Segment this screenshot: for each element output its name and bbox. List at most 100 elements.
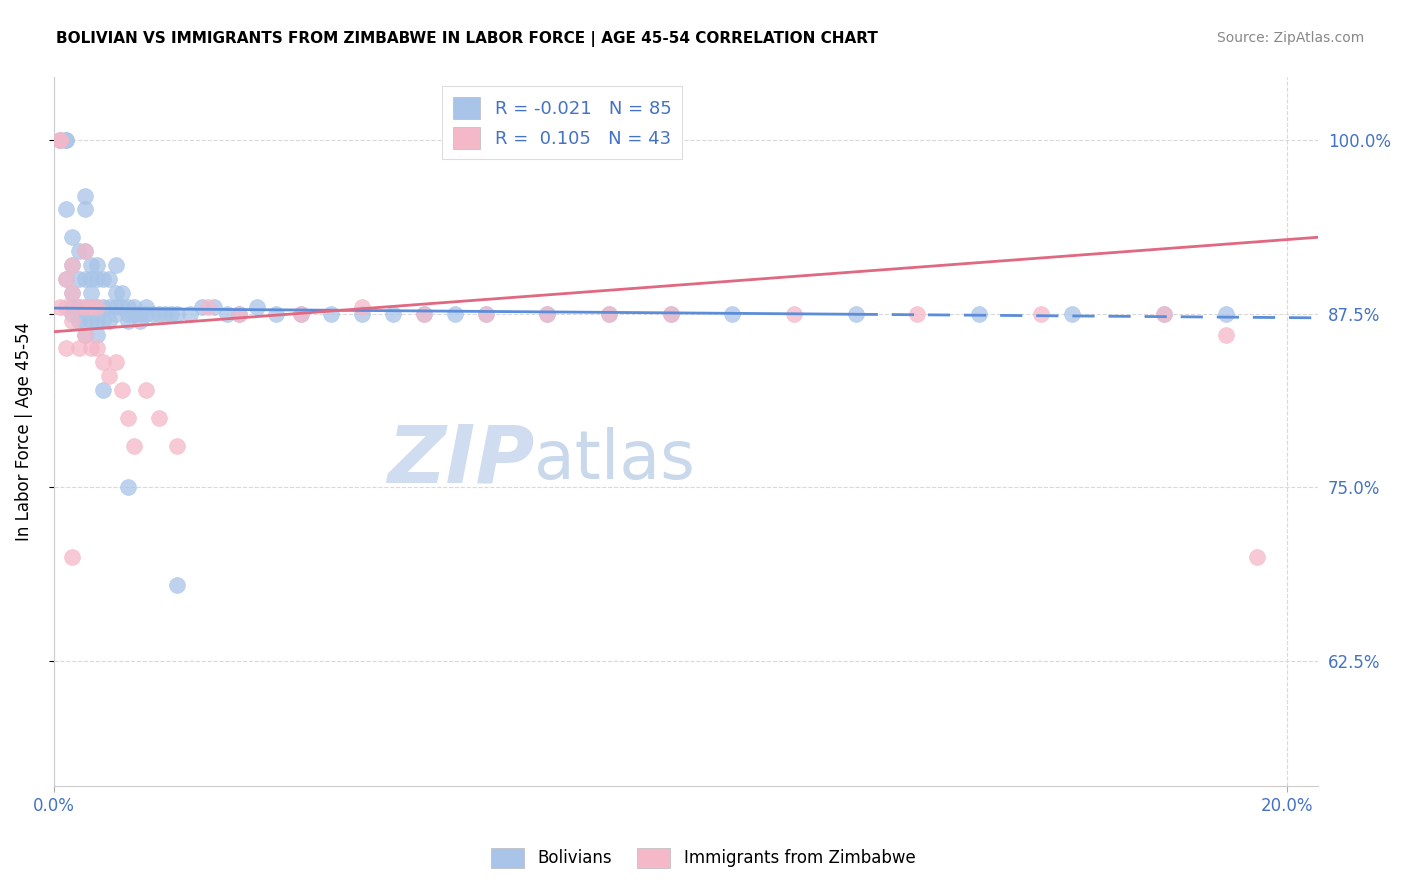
Point [117,313,139,327]
Point [197,300,219,314]
Point [60,258,83,272]
Point [117,480,139,494]
Point [60,285,83,300]
Point [202,300,225,314]
Point [98,313,121,327]
Point [117,300,139,314]
Point [783,307,806,321]
Point [73,327,96,342]
Point [80,272,103,286]
Point [98,369,121,384]
Point [474,307,496,321]
Point [536,307,558,321]
Point [98,272,121,286]
Point [73,188,96,202]
Point [166,439,188,453]
Point [135,300,157,314]
Point [55,342,77,356]
Point [845,307,868,321]
Point [474,307,496,321]
Point [60,549,83,564]
Point [55,202,77,217]
Point [166,307,188,321]
Point [382,307,405,321]
Point [73,300,96,314]
Point [73,202,96,217]
Point [104,355,127,369]
Point [179,307,201,321]
Point [135,307,157,321]
Point [73,327,96,342]
Point [67,300,90,314]
Point [80,313,103,327]
Point [215,307,238,321]
Point [49,133,72,147]
Text: Source: ZipAtlas.com: Source: ZipAtlas.com [1216,31,1364,45]
Point [73,244,96,259]
Point [91,355,114,369]
Point [104,307,127,321]
Point [122,300,145,314]
Point [86,300,108,314]
Point [1215,327,1237,342]
Point [129,313,152,327]
Point [86,272,108,286]
Point [98,300,121,314]
Point [49,300,72,314]
Point [49,133,72,147]
Legend: Bolivians, Immigrants from Zimbabwe: Bolivians, Immigrants from Zimbabwe [484,841,922,875]
Point [49,133,72,147]
Point [153,307,176,321]
Point [1246,549,1268,564]
Point [148,307,170,321]
Point [55,300,77,314]
Point [60,307,83,321]
Point [1215,307,1237,321]
Point [1060,307,1083,321]
Point [228,307,250,321]
Point [91,272,114,286]
Point [67,244,90,259]
Point [111,300,134,314]
Point [91,313,114,327]
Point [166,577,188,591]
Point [67,300,90,314]
Point [536,307,558,321]
Point [598,307,620,321]
Point [80,300,103,314]
Point [290,307,312,321]
Point [91,383,114,397]
Text: ZIP: ZIP [387,421,534,500]
Point [659,307,682,321]
Point [905,307,928,321]
Point [598,307,620,321]
Point [60,300,83,314]
Point [49,133,72,147]
Point [60,313,83,327]
Point [55,133,77,147]
Point [80,300,103,314]
Point [129,307,152,321]
Point [49,133,72,147]
Point [55,133,77,147]
Point [67,342,90,356]
Point [86,258,108,272]
Point [67,313,90,327]
Point [659,307,682,321]
Point [135,383,157,397]
Point [191,300,214,314]
Point [104,258,127,272]
Point [264,307,287,321]
Point [352,300,374,314]
Point [111,285,134,300]
Point [117,307,139,321]
Point [1029,307,1052,321]
Point [73,244,96,259]
Point [91,300,114,314]
Point [73,300,96,314]
Point [413,307,436,321]
Legend: R = -0.021   N = 85, R =  0.105   N = 43: R = -0.021 N = 85, R = 0.105 N = 43 [443,87,682,160]
Point [160,307,183,321]
Point [60,258,83,272]
Point [721,307,744,321]
